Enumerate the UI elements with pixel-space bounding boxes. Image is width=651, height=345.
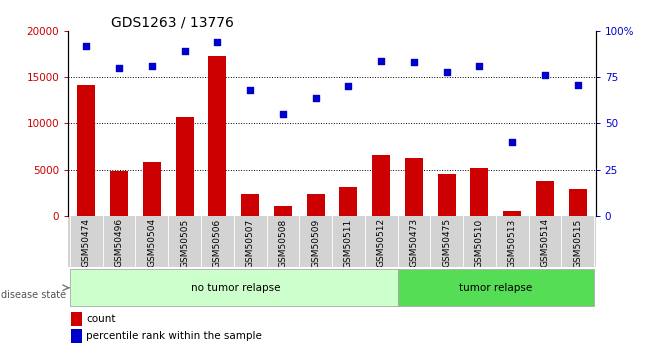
Bar (503, 211, 521, 216)
Point (507, 139, 518, 145)
Bar (241, 194, 259, 216)
Point (278, 111, 288, 117)
Point (114, 65, 124, 71)
Text: GSM50510: GSM50510 (475, 218, 484, 268)
Text: GSM50474: GSM50474 (82, 218, 91, 267)
Bar (274, 207, 292, 216)
Text: GSM50496: GSM50496 (115, 218, 124, 267)
Bar (405, 158, 423, 216)
Point (441, 69, 452, 75)
Bar (71, 312, 81, 326)
Text: count: count (87, 314, 116, 324)
Text: GSM50508: GSM50508 (279, 218, 287, 268)
Text: percentile rank within the sample: percentile rank within the sample (87, 331, 262, 341)
Bar (307, 195, 325, 216)
Point (245, 87, 255, 93)
Text: GSM50505: GSM50505 (180, 218, 189, 268)
FancyBboxPatch shape (70, 269, 398, 306)
Bar (77, 85, 96, 216)
Point (81, 43, 92, 49)
Bar (437, 174, 456, 216)
Text: GSM50475: GSM50475 (442, 218, 451, 267)
Text: GSM50513: GSM50513 (508, 218, 517, 268)
Bar (372, 155, 390, 216)
Bar (176, 117, 193, 216)
Bar (339, 187, 357, 216)
FancyBboxPatch shape (398, 269, 594, 306)
Bar (110, 171, 128, 216)
Text: GSM50515: GSM50515 (573, 218, 582, 268)
Point (311, 95, 321, 100)
Point (212, 39, 223, 45)
Point (474, 63, 484, 69)
Text: GSM50512: GSM50512 (377, 218, 385, 267)
Bar (471, 168, 488, 216)
Bar (71, 329, 81, 343)
Text: no tumor relapse: no tumor relapse (191, 283, 280, 293)
Text: GSM50504: GSM50504 (147, 218, 156, 267)
Point (540, 72, 550, 78)
Text: GSM50514: GSM50514 (540, 218, 549, 267)
Text: GSM50509: GSM50509 (311, 218, 320, 268)
Point (376, 58, 386, 63)
Bar (568, 189, 587, 216)
Bar (143, 162, 161, 216)
Text: disease state: disease state (1, 290, 66, 300)
Point (180, 49, 190, 54)
Bar (208, 56, 227, 216)
Text: GSM50506: GSM50506 (213, 218, 222, 268)
Point (146, 63, 157, 69)
Point (572, 82, 583, 87)
Text: GSM50473: GSM50473 (409, 218, 419, 267)
Text: GDS1263 / 13776: GDS1263 / 13776 (111, 16, 234, 30)
Text: GSM50511: GSM50511 (344, 218, 353, 268)
Text: tumor relapse: tumor relapse (459, 283, 533, 293)
Text: GSM50507: GSM50507 (245, 218, 255, 268)
Bar (536, 181, 554, 216)
Point (409, 60, 419, 65)
Point (343, 84, 353, 89)
